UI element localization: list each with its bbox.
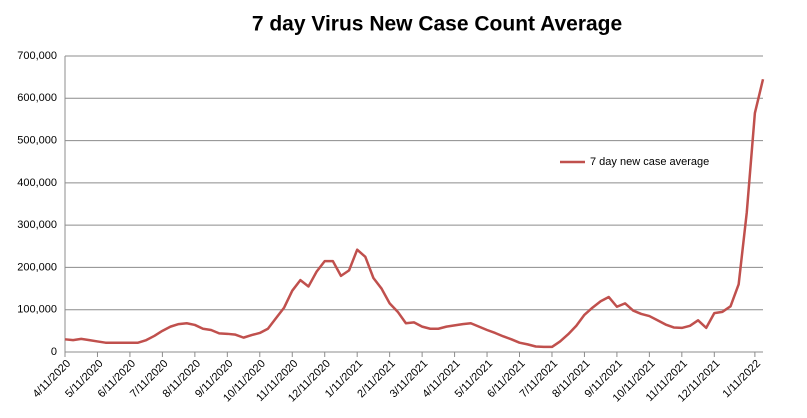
- y-tick-label: 600,000: [17, 92, 57, 104]
- legend-label: 7 day new case average: [590, 156, 709, 168]
- y-tick-label: 0: [51, 346, 57, 358]
- chart-title: 7 day Virus New Case Count Average: [252, 13, 622, 36]
- y-tick-label: 300,000: [17, 219, 57, 231]
- y-tick-label: 500,000: [17, 134, 57, 146]
- x-tick-label: 1/11/2022: [721, 358, 764, 401]
- y-tick-label: 700,000: [17, 50, 57, 62]
- y-tick-label: 400,000: [17, 177, 57, 189]
- data-line: [64, 78, 765, 349]
- y-tick-label: 100,000: [17, 304, 57, 316]
- y-tick-label: 200,000: [17, 261, 57, 273]
